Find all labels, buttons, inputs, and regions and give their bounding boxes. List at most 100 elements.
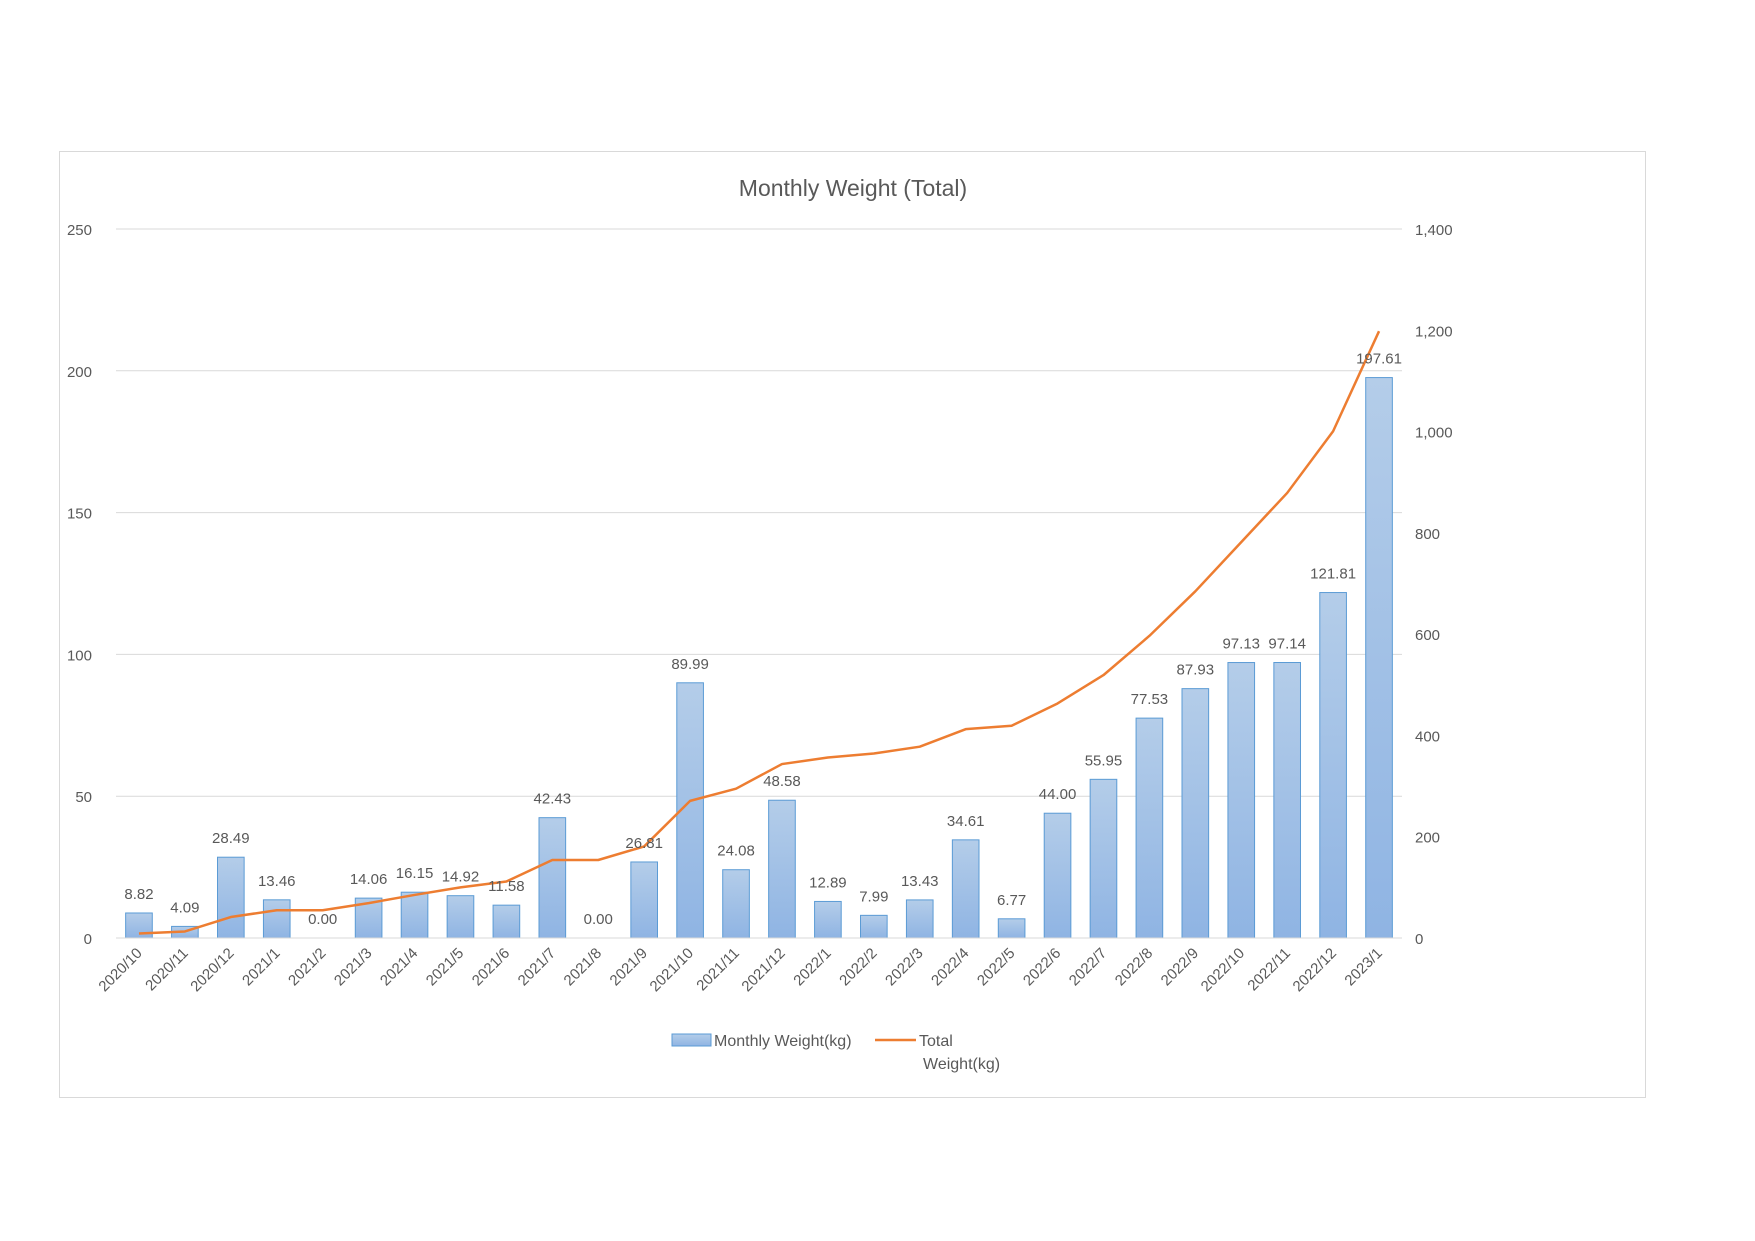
right-tick-label: 600 (1415, 627, 1440, 644)
total-weight-line (138, 330, 1381, 935)
x-tick-label: 2021/12 (738, 945, 788, 995)
x-tick-label: 2020/11 (142, 945, 192, 995)
bar (446, 895, 475, 939)
x-tick-label: 2022/8 (1112, 945, 1156, 989)
bar (262, 899, 291, 939)
bar-data-label: 13.43 (901, 873, 939, 890)
legend: Monthly Weight(kg) Total Weight(kg) (671, 1033, 1000, 1073)
x-tick-label: 2021/2 (285, 945, 329, 989)
bar-data-label: 16.15 (396, 865, 434, 882)
bar (1181, 688, 1210, 939)
bar (1365, 377, 1393, 939)
x-tick-label: 2022/10 (1198, 945, 1248, 995)
left-tick-label: 150 (67, 506, 92, 523)
legend-line-label: Total (919, 1033, 953, 1050)
bar-data-label: 26.81 (625, 835, 663, 852)
x-tick-label: 2023/1 (1341, 945, 1385, 989)
x-tick-label: 2022/9 (1158, 945, 1202, 989)
right-tick-label: 400 (1415, 728, 1440, 745)
bar-data-label: 7.99 (859, 888, 888, 905)
bar (1273, 662, 1301, 939)
bar (1319, 592, 1347, 939)
bar (860, 914, 888, 939)
chart-title: Monthly Weight (Total) (739, 175, 967, 201)
x-tick-label: 2022/5 (974, 945, 1018, 989)
x-tick-label: 2022/1 (790, 945, 834, 989)
x-tick-label: 2022/4 (928, 945, 972, 989)
bar-data-label: 42.43 (534, 791, 572, 808)
x-tick-label: 2022/11 (1244, 945, 1294, 995)
x-tick-label: 2022/2 (836, 945, 880, 989)
chart-frame: Monthly Weight (Total) 0 50 100 150 200 250 0… (59, 151, 1646, 1098)
x-tick-label: 2021/6 (469, 945, 513, 989)
left-tick-label: 200 (67, 364, 92, 381)
bar-data-label: 28.49 (212, 830, 250, 847)
left-axis: 0 50 100 150 200 250 (67, 222, 92, 948)
x-tick-label: 2022/12 (1290, 945, 1340, 995)
bar-data-label: 8.82 (124, 886, 153, 903)
bar-data-label: 55.95 (1085, 752, 1123, 769)
bar (951, 839, 980, 939)
bar (722, 869, 750, 939)
left-tick-label: 250 (67, 222, 92, 239)
right-tick-label: 0 (1415, 931, 1423, 948)
bar (492, 904, 521, 939)
bar-data-label: 13.46 (258, 873, 296, 890)
x-tick-label: 2022/6 (1020, 945, 1064, 989)
bar-data-label: 0.00 (308, 911, 337, 928)
x-tick-label: 2021/7 (515, 945, 559, 989)
bar-data-label: 44.00 (1039, 786, 1077, 803)
bar (400, 891, 429, 939)
bar (1089, 778, 1118, 939)
bar-series (125, 377, 1393, 939)
bar-data-label: 89.99 (671, 656, 709, 673)
right-tick-label: 800 (1415, 526, 1440, 543)
right-tick-label: 1,000 (1415, 425, 1453, 442)
bar-data-label: 197.61 (1356, 351, 1402, 368)
legend-line-label: Weight(kg) (923, 1056, 1000, 1073)
bar (630, 861, 658, 939)
bar-data-label: 14.06 (350, 871, 388, 888)
x-tick-label: 2021/1 (239, 945, 283, 989)
right-tick-label: 1,200 (1415, 323, 1453, 340)
x-tick-label: 2021/8 (561, 945, 605, 989)
bar (538, 817, 567, 939)
data-labels: 8.82 4.09 28.49 13.46 0.00 14.06 16.15 14.92 11.… (124, 351, 1402, 928)
left-tick-label: 100 (67, 647, 92, 664)
x-tick-label: 2022/7 (1066, 945, 1110, 989)
bar (1043, 812, 1072, 939)
x-tick-label: 2020/10 (95, 945, 145, 995)
legend-bar-label: Monthly Weight(kg) (714, 1033, 852, 1050)
left-tick-label: 50 (75, 789, 92, 806)
right-tick-label: 1,400 (1415, 222, 1453, 239)
bar-data-label: 48.58 (763, 773, 801, 790)
bar-data-label: 14.92 (442, 869, 480, 886)
bar-data-label: 24.08 (717, 843, 755, 860)
right-axis: 0 200 400 600 800 1,000 1,200 1,400 (1415, 222, 1453, 948)
bar-data-label: 11.58 (488, 878, 524, 895)
bar-data-label: 97.14 (1268, 636, 1306, 653)
bar-data-label: 97.13 (1222, 636, 1260, 653)
x-tick-label: 2021/11 (693, 945, 743, 995)
right-tick-label: 200 (1415, 830, 1440, 847)
x-tick-label: 2020/12 (187, 945, 237, 995)
line-series (138, 330, 1381, 935)
bar (814, 900, 842, 939)
legend-bar-swatch (671, 1033, 712, 1047)
bar (1135, 717, 1164, 939)
bar (1227, 662, 1256, 939)
x-tick-label: 2021/3 (331, 945, 375, 989)
bar-data-label: 4.09 (170, 899, 199, 916)
bar-data-label: 121.81 (1310, 566, 1356, 583)
x-tick-label: 2021/4 (377, 945, 421, 989)
bar-data-label: 34.61 (947, 813, 985, 830)
x-tick-label: 2021/9 (607, 945, 651, 989)
x-tick-label: 2021/10 (647, 945, 697, 995)
bar (768, 799, 796, 939)
bar-data-label: 77.53 (1131, 691, 1169, 708)
bar-data-label: 87.93 (1177, 662, 1215, 679)
bar (217, 856, 245, 939)
bar-data-label: 0.00 (584, 911, 613, 928)
x-tick-label: 2021/5 (423, 945, 467, 989)
